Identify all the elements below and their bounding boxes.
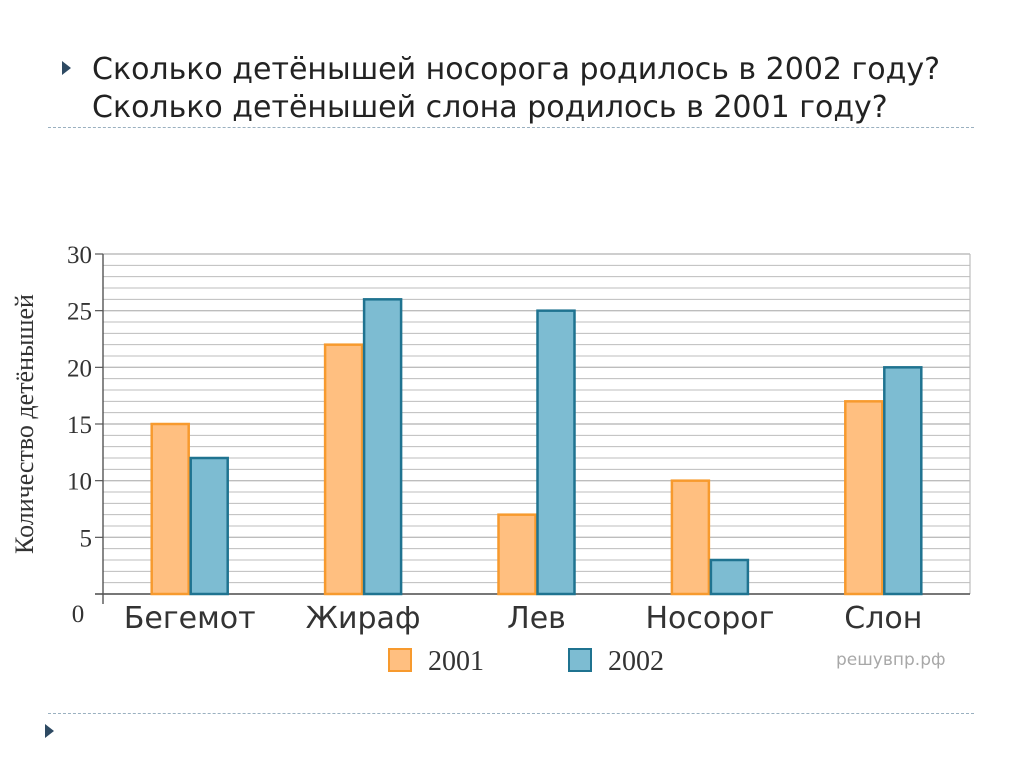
bar-2001-3 — [497, 513, 537, 596]
y-tick-label: 20 — [67, 355, 92, 382]
bar-2002-5 — [883, 366, 923, 596]
y-tick-label: 25 — [67, 299, 92, 326]
y-axis-title: Количество детёнышей — [10, 294, 39, 554]
y-tick-label: 15 — [67, 412, 92, 439]
y-tick-label: 0 — [72, 601, 85, 628]
bar-2001-5 — [844, 400, 884, 596]
watermark: решувпр.рф — [836, 650, 946, 670]
bullet-arrow-icon — [45, 724, 54, 738]
bar-2002-3 — [536, 309, 576, 596]
category-label: Лев — [507, 601, 566, 636]
bar-2002-1 — [189, 456, 229, 596]
question-line-2: Сколько детёнышей слона родилось в 2001 … — [92, 90, 888, 125]
legend-label-2001: 2001 — [428, 646, 484, 677]
bar-2002-2 — [362, 298, 403, 596]
category-label: Жираф — [306, 601, 421, 636]
bar-2001-4 — [670, 479, 711, 596]
bar-2001-2 — [323, 343, 364, 596]
category-label: Слон — [844, 601, 922, 636]
bullet-arrow-icon — [62, 61, 71, 75]
category-label: Носорог — [645, 601, 774, 636]
question-line-1: Сколько детёнышей носорога родилось в 20… — [92, 52, 941, 87]
y-tick-label: 5 — [80, 525, 93, 552]
y-tick-label: 10 — [67, 469, 92, 496]
top-divider — [48, 127, 974, 128]
legend-label-2002: 2002 — [608, 646, 664, 677]
legend-swatch-2001 — [388, 648, 412, 672]
bar-2002-4 — [709, 558, 750, 596]
category-label: Бегемот — [124, 601, 256, 636]
legend-swatch-2002 — [568, 648, 592, 672]
bottom-divider — [48, 713, 974, 714]
y-tick-label: 30 — [67, 242, 92, 269]
bar-2001-1 — [150, 422, 190, 596]
